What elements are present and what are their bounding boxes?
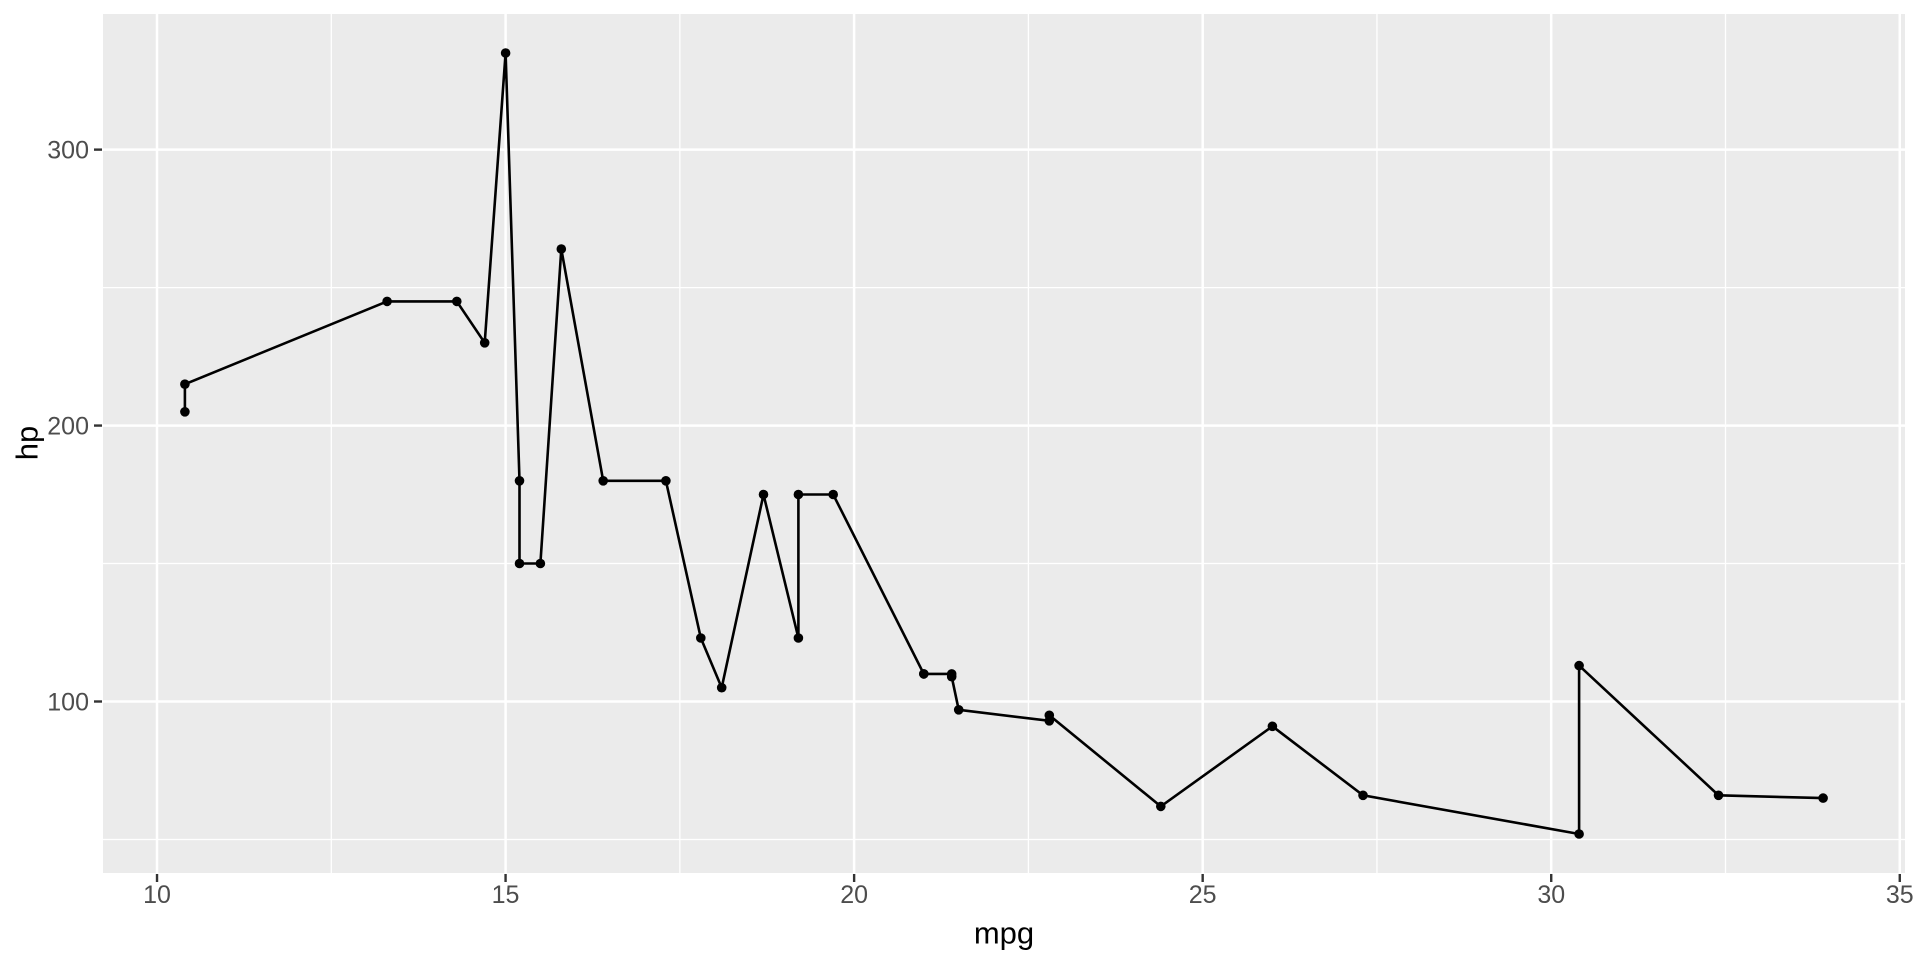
data-point [500, 48, 511, 58]
data-point [953, 705, 964, 715]
y-tick-label: 100 [47, 689, 89, 717]
data-point [514, 476, 525, 486]
data-point [1044, 710, 1055, 721]
x-tick-label: 10 [143, 881, 171, 909]
data-point [1358, 790, 1368, 801]
data-point [479, 338, 490, 348]
data-point [514, 558, 525, 569]
data-point [556, 244, 567, 254]
data-point [696, 633, 706, 643]
data-point [1267, 721, 1278, 732]
data-point [1713, 790, 1724, 801]
x-tick-label: 35 [1886, 881, 1914, 909]
data-point [452, 296, 462, 307]
data-point [946, 671, 957, 682]
y-tick-label: 200 [47, 413, 89, 441]
y-axis-title: hp [9, 425, 45, 461]
data-point [716, 682, 727, 693]
x-tick-label: 25 [1189, 881, 1217, 909]
y-tick-label: 300 [47, 137, 89, 165]
x-tick-label: 20 [840, 881, 868, 909]
data-point [180, 407, 190, 417]
x-axis-title: mpg [973, 915, 1035, 951]
data-point [919, 669, 929, 679]
panel-background [103, 14, 1905, 873]
data-point [1574, 829, 1584, 839]
data-point [793, 633, 804, 643]
data-point [661, 476, 671, 486]
data-point [1156, 801, 1166, 812]
data-point [793, 489, 804, 500]
data-point [598, 476, 608, 486]
data-point [758, 489, 769, 500]
data-point [535, 558, 546, 569]
data-point [828, 489, 838, 500]
x-tick-label: 15 [492, 881, 520, 909]
data-point [382, 296, 392, 307]
data-point [180, 379, 190, 390]
data-point [1818, 793, 1828, 803]
data-point [1574, 660, 1584, 671]
x-tick-label: 30 [1537, 881, 1565, 909]
